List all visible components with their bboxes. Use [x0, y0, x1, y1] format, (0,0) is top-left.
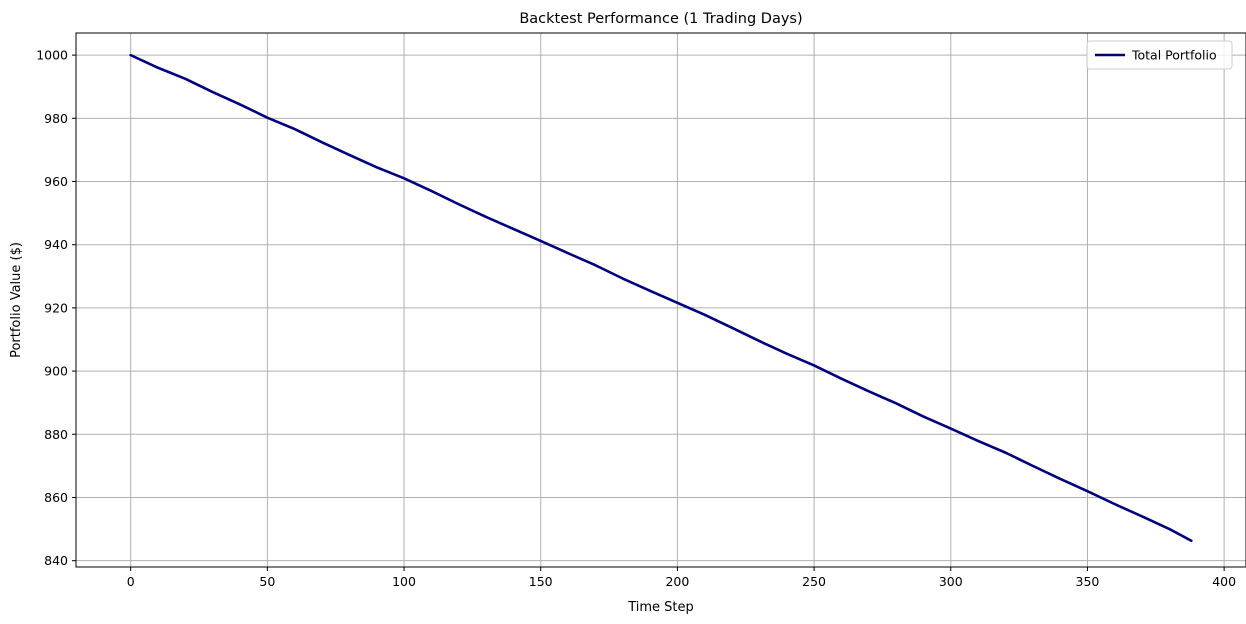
y-axis-label: Portfolio Value ($): [9, 242, 24, 358]
x-axis-label: Time Step: [627, 600, 694, 615]
y-tick-label: 960: [44, 174, 68, 189]
y-tick-label: 860: [44, 490, 68, 505]
series-layer: [129, 53, 1193, 543]
y-tick-label: 980: [44, 111, 68, 126]
x-tick-label: 50: [259, 574, 275, 589]
x-tick-label: 400: [1212, 574, 1236, 589]
y-tick-label: 900: [44, 364, 68, 379]
y-tick-label: 920: [44, 300, 68, 315]
chart-title: Backtest Performance (1 Trading Days): [519, 11, 802, 27]
plot-area-frame: [75, 32, 1246, 568]
legend-label-total-portfolio: Total Portfolio: [1131, 48, 1217, 63]
x-tick-label: 0: [127, 574, 135, 589]
series-line-total-portfolio: [129, 53, 1193, 543]
x-tick-label: 200: [665, 574, 689, 589]
axis-ticks: 0 50 100 150 200 250 300 350 400 840 860 880 900 920 9…: [36, 48, 1236, 589]
grid-lines: [76, 33, 1246, 567]
y-tick-label: 940: [44, 237, 68, 252]
x-tick-label: 150: [529, 574, 553, 589]
y-tick-label: 840: [44, 553, 68, 568]
x-tick-label: 300: [939, 574, 963, 589]
legend: Total Portfolio: [1086, 40, 1233, 70]
x-tick-label: 100: [392, 574, 416, 589]
y-tick-label: 880: [44, 427, 68, 442]
y-tick-label: 1000: [36, 48, 68, 63]
x-tick-label: 250: [802, 574, 826, 589]
x-tick-label: 350: [1076, 574, 1100, 589]
legend-box: [1086, 40, 1233, 70]
